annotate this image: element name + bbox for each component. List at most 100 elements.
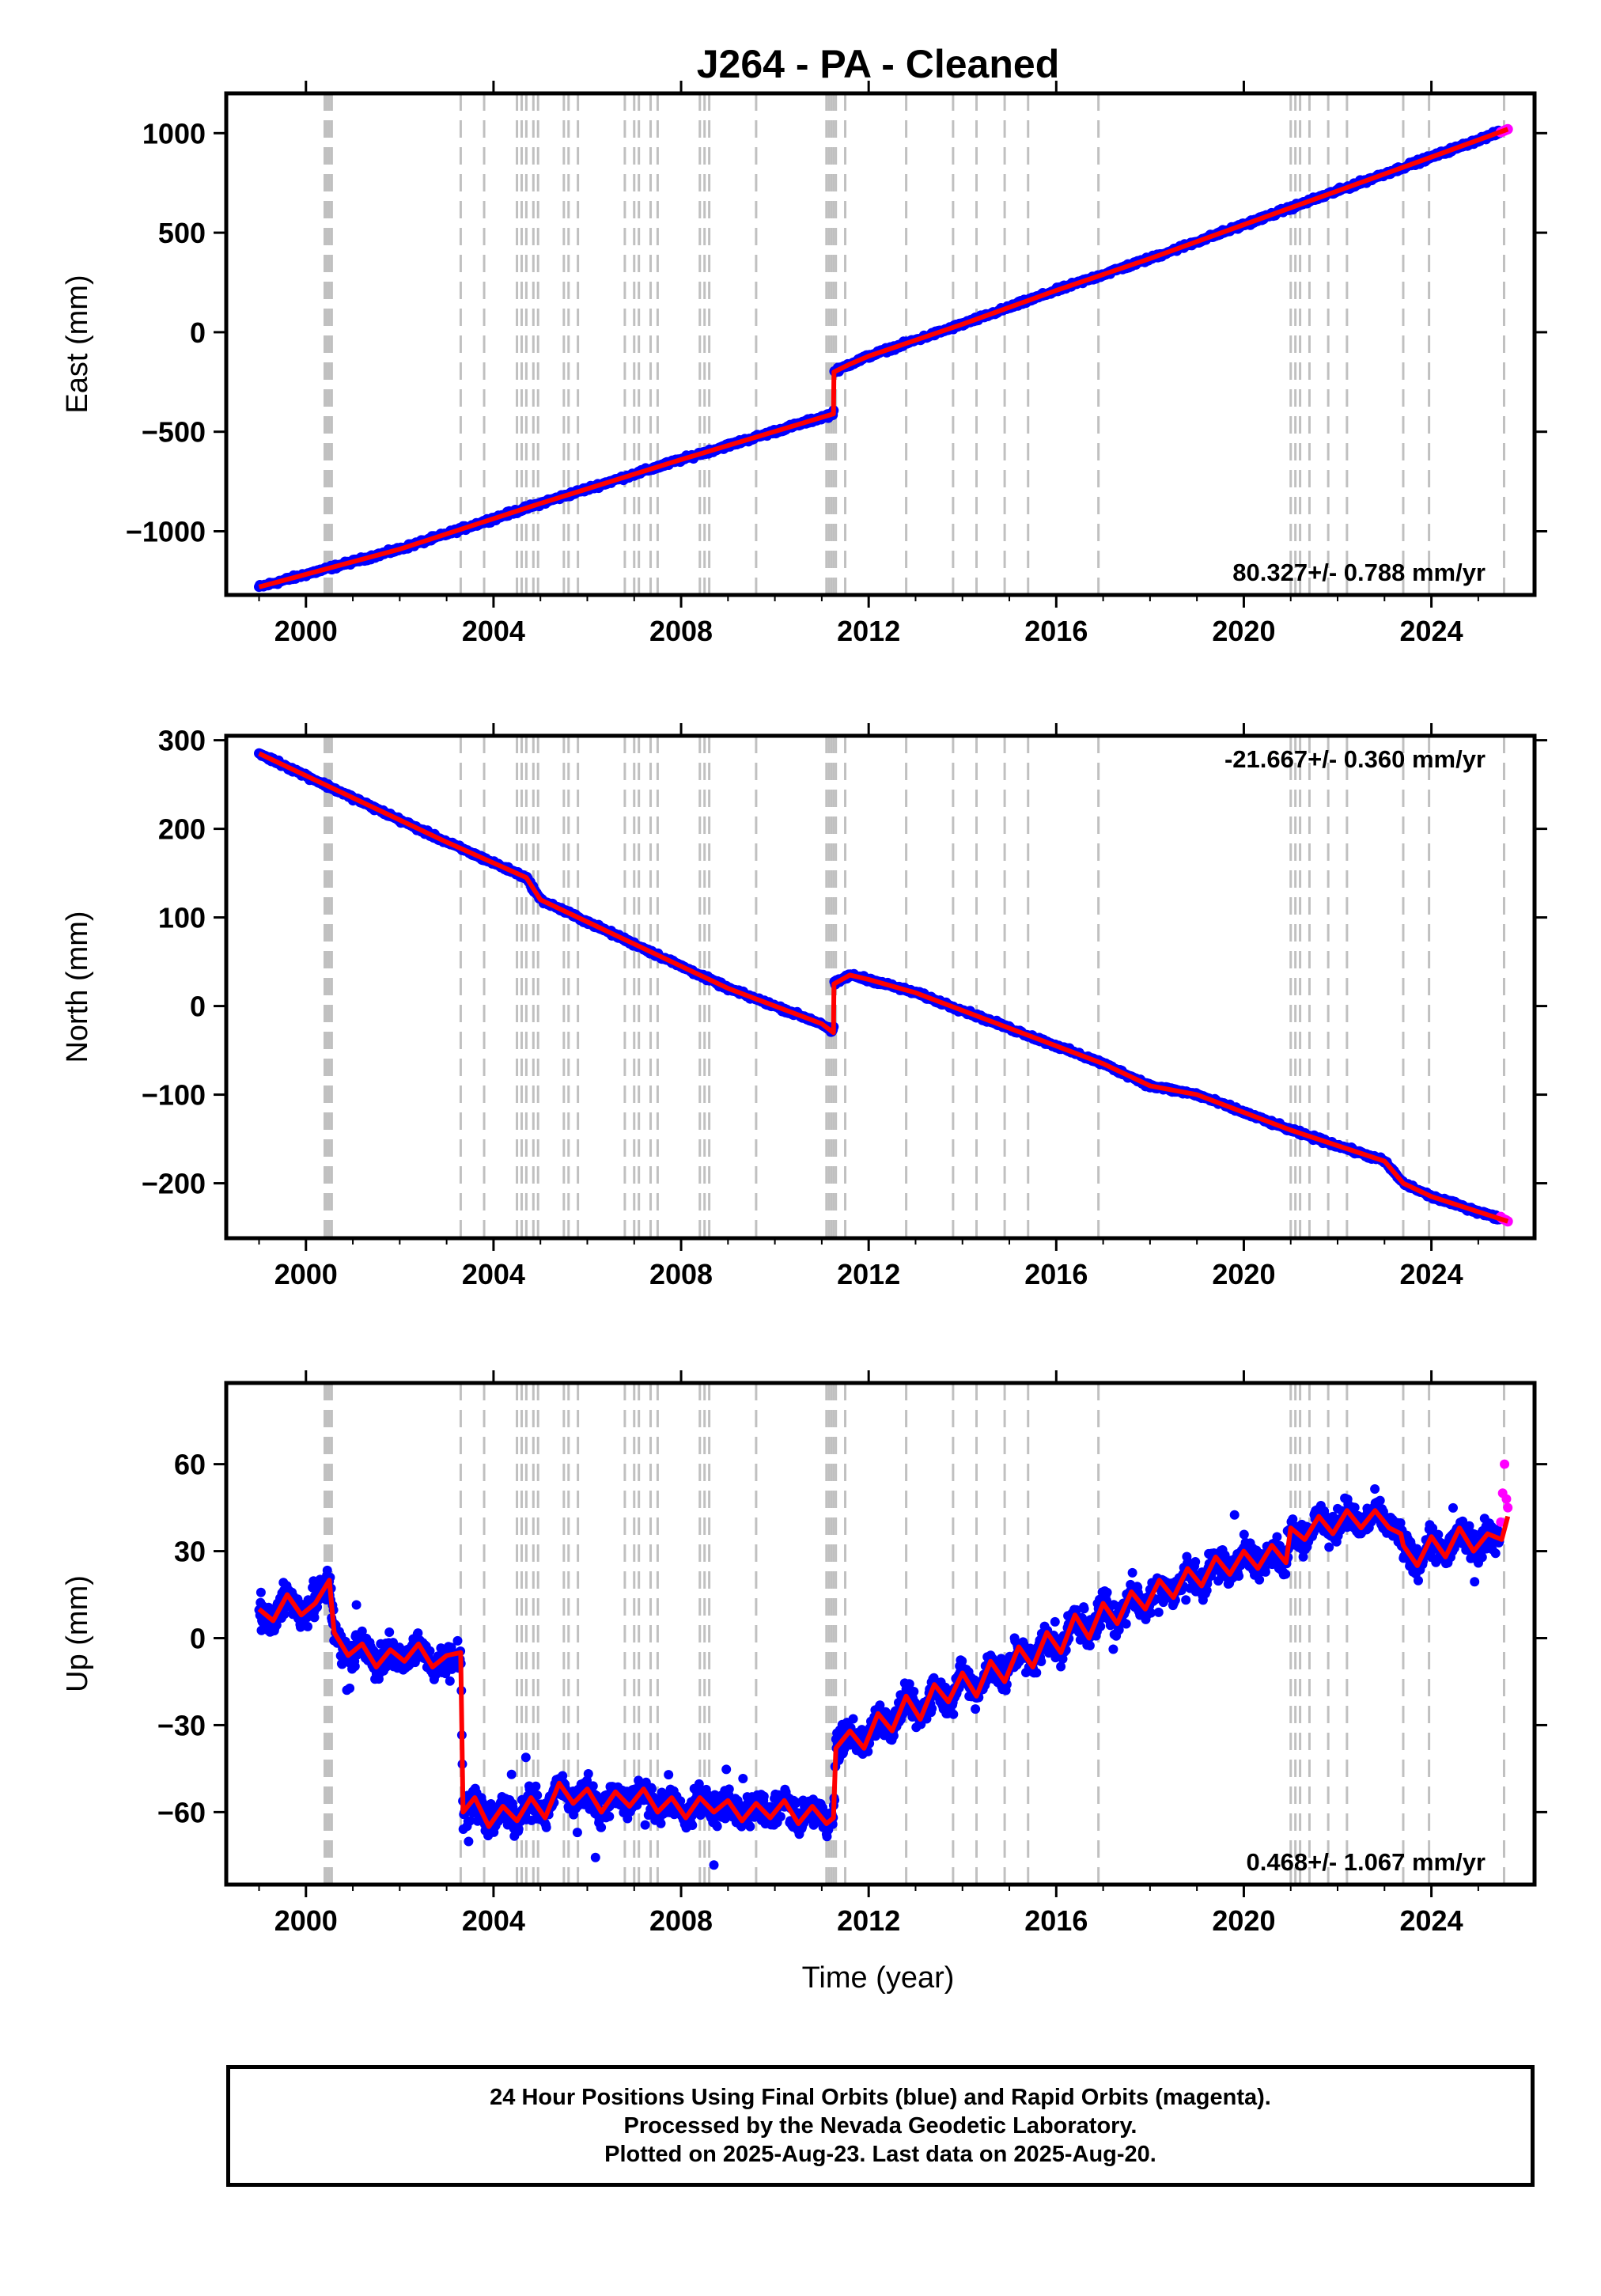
y-tick-label: −100 (142, 1079, 206, 1112)
y-tick-label: 500 (158, 217, 206, 249)
model-line (258, 751, 1509, 1224)
final-orbit-point (541, 1822, 551, 1832)
chart-panel-2: 2000 2004 2008 2012 2016 2020 2024 300 200 100 0 −1… (61, 723, 1547, 1290)
final-orbit-point (279, 1609, 290, 1620)
final-orbit-point (445, 1676, 455, 1686)
final-orbit-point (721, 1764, 732, 1775)
final-orbit-point (1146, 1608, 1156, 1618)
final-orbit-point (464, 1836, 474, 1847)
final-orbit-point (1050, 1616, 1060, 1627)
final-orbit-point (745, 1821, 755, 1832)
y-axis-label: East (mm) (61, 275, 94, 413)
final-orbit-point (875, 1700, 885, 1711)
final-orbit-point (1096, 1621, 1106, 1631)
final-orbit-point (971, 1704, 981, 1714)
chart-panel-1: 2000 2004 2008 2012 2016 2020 202410005000−500… (61, 81, 1547, 647)
final-orbit-point (1084, 1641, 1095, 1650)
x-tick-label: 2020 (1212, 1258, 1275, 1290)
final-orbit-point (712, 1821, 722, 1832)
final-orbit-point (596, 1822, 607, 1832)
final-orbit-point (604, 1811, 615, 1821)
final-orbit-point (583, 1769, 593, 1779)
model-line (258, 127, 1509, 589)
y-tick-label: 0 (190, 991, 206, 1023)
final-orbit-point (664, 1770, 674, 1780)
plot-area (254, 93, 1513, 595)
final-orbit-point (413, 1628, 423, 1639)
final-orbit-point (572, 1828, 582, 1838)
y-tick-label: 100 (158, 902, 206, 934)
chart-panels: 2000 2004 2008 2012 2016 2020 202410005000−500… (61, 81, 1547, 1937)
final-orbit-points (254, 748, 1504, 1225)
final-orbit-point (384, 1627, 395, 1637)
final-orbit-point (1072, 1605, 1081, 1615)
x-tick-label: 2020 (1212, 615, 1275, 647)
final-orbit-point (647, 1784, 657, 1794)
final-orbit-point (590, 1852, 600, 1862)
y-tick-label: −200 (142, 1168, 206, 1200)
final-orbit-point (309, 1612, 320, 1623)
final-orbit-point (738, 1774, 748, 1783)
y-tick-label: −1000 (126, 515, 206, 547)
final-orbit-point (1114, 1625, 1124, 1635)
final-orbit-point (303, 1621, 312, 1631)
final-orbit-point (904, 1679, 914, 1689)
final-orbit-point (452, 1635, 463, 1646)
final-orbit-point (520, 1752, 531, 1763)
final-orbit-point (957, 1656, 967, 1666)
final-orbit-point (709, 1860, 719, 1870)
final-orbit-point (513, 1824, 524, 1834)
final-orbit-point (345, 1683, 355, 1693)
final-orbit-point (656, 1818, 666, 1828)
velocity-rate-label: 80.327+/- 0.788 mm/yr (1232, 559, 1486, 586)
final-orbit-point (588, 1781, 598, 1791)
final-orbit-point (927, 1703, 937, 1714)
final-orbit-point (759, 1791, 769, 1802)
figure-title: J264 - PA - Cleaned (697, 42, 1060, 86)
y-tick-label: 1000 (142, 117, 206, 150)
x-tick-label: 2024 (1400, 1258, 1463, 1290)
y-tick-label: 300 (158, 725, 206, 757)
plot-area (254, 736, 1513, 1238)
x-tick-label: 2012 (837, 1258, 900, 1290)
final-orbit-point (425, 1646, 435, 1656)
final-orbit-point (506, 1769, 517, 1779)
x-tick-label: 2016 (1024, 1258, 1088, 1290)
final-orbit-point (857, 1725, 867, 1735)
x-tick-label: 2012 (837, 615, 900, 647)
y-tick-label: −500 (142, 416, 206, 449)
final-orbit-point (1056, 1661, 1066, 1672)
x-tick-label: 2000 (274, 1258, 338, 1290)
plot-area (254, 1383, 1513, 1885)
final-orbit-point (775, 1812, 785, 1822)
final-orbit-point (465, 1816, 475, 1826)
final-orbit-point (1108, 1644, 1118, 1654)
final-orbit-point (381, 1661, 392, 1672)
panel-frame (224, 91, 1537, 597)
final-orbit-point (1121, 1619, 1131, 1629)
final-orbit-point (1153, 1607, 1164, 1617)
final-orbit-point (1079, 1604, 1089, 1614)
final-orbit-point (640, 1820, 650, 1830)
final-orbit-point (350, 1661, 360, 1672)
y-tick-label: 0 (190, 316, 206, 349)
x-tick-label: 2004 (462, 1258, 525, 1290)
final-orbit-point (1031, 1668, 1042, 1678)
final-orbit-points (254, 125, 1504, 593)
final-orbit-point (1058, 1654, 1068, 1664)
final-orbit-points (254, 1484, 1504, 1870)
final-orbit-point (848, 1714, 858, 1724)
chart-panel-3: 2000 2004 2008 2012 2016 2020 202460300−30−60U… (61, 1370, 1547, 1937)
final-orbit-point (687, 1821, 698, 1830)
y-axis-label: North (mm) (61, 911, 94, 1063)
y-tick-label: 200 (158, 813, 206, 846)
final-orbit-point (1102, 1587, 1112, 1597)
final-orbit-point (695, 1810, 706, 1821)
final-orbit-point (351, 1600, 361, 1610)
final-orbit-point (1127, 1567, 1137, 1578)
x-tick-label: 2008 (649, 1258, 713, 1290)
x-tick-label: 2024 (1400, 615, 1463, 647)
final-orbit-point (724, 1784, 734, 1794)
x-tick-label: 2000 (274, 615, 338, 647)
